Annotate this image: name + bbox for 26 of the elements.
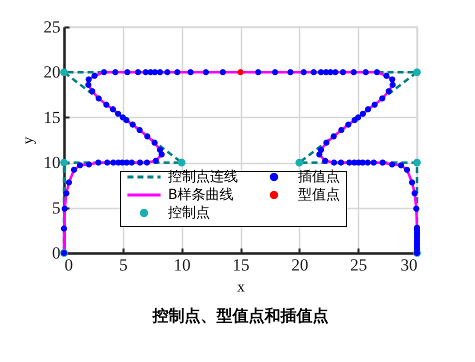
y-tick-label: 25 bbox=[44, 18, 60, 36]
text: 控制点、型值点和插值点 bbox=[152, 306, 328, 325]
x-tick-label: 20 bbox=[291, 256, 308, 274]
x-tick-label: 25 bbox=[350, 256, 368, 274]
y-tick-label: 10 bbox=[44, 153, 60, 172]
y-tick-label: 5 bbox=[52, 198, 60, 218]
x-tick-label: 30 bbox=[400, 256, 418, 274]
legend-label: 控制点 bbox=[168, 205, 210, 221]
x-tick-label: 5 bbox=[119, 256, 128, 274]
y-tick-label: 20 bbox=[44, 62, 60, 82]
x-tick-label: 10 bbox=[174, 256, 191, 274]
y-axis-title: y bbox=[20, 136, 36, 144]
point bbox=[413, 158, 421, 166]
point bbox=[60, 158, 68, 166]
point bbox=[237, 69, 244, 76]
x-axis-title: x bbox=[237, 280, 246, 296]
x-tick-label: 15 bbox=[232, 256, 250, 274]
y-tick-label: 0 bbox=[52, 244, 60, 262]
point bbox=[178, 158, 186, 166]
y-tick-label: 15 bbox=[44, 108, 60, 127]
legend-label: B样条曲线 bbox=[168, 187, 234, 203]
point bbox=[295, 158, 304, 166]
point bbox=[413, 68, 421, 76]
point bbox=[60, 68, 68, 76]
legend-label: 型值点 bbox=[298, 187, 340, 203]
x-tick-label: 0 bbox=[64, 256, 73, 274]
